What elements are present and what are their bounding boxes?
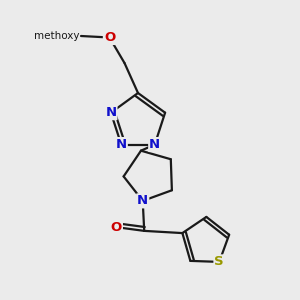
Text: N: N — [149, 138, 160, 151]
Text: O: O — [111, 221, 122, 234]
Text: N: N — [116, 138, 127, 151]
Text: O: O — [104, 31, 115, 44]
Text: S: S — [214, 255, 224, 268]
Text: N: N — [105, 106, 116, 119]
Text: methoxy: methoxy — [34, 31, 80, 41]
Text: N: N — [137, 194, 148, 207]
